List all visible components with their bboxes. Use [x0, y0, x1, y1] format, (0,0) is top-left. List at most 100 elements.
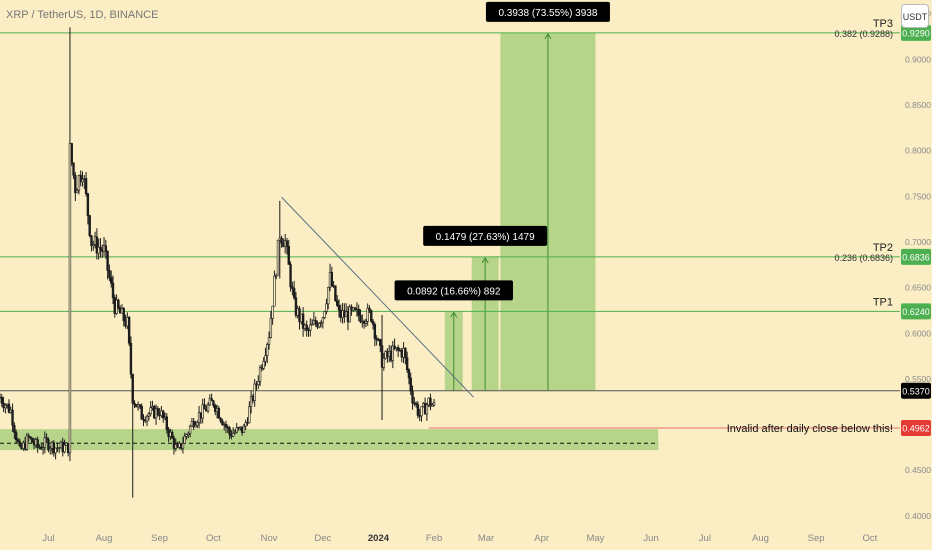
candle-body [131, 373, 134, 404]
x-tick-label: Dec [314, 533, 331, 544]
candle-body [127, 317, 131, 344]
candle-body [280, 237, 283, 244]
currency-button[interactable]: USDT [901, 4, 929, 28]
y-tick-label: 0.7000 [905, 237, 931, 247]
candle-body [287, 245, 290, 265]
candle-body [11, 409, 14, 426]
x-tick-label: Mar [478, 533, 494, 544]
candle-body [416, 404, 420, 416]
candle-body [208, 398, 212, 406]
candle-body [301, 313, 305, 329]
candle-body [185, 434, 188, 437]
price-tag-tp1-bg [901, 303, 931, 320]
candle-body [366, 307, 369, 322]
candle-body [330, 272, 334, 287]
level-name-tp1: TP1 [873, 296, 893, 308]
candle-body [318, 323, 321, 328]
candle-body [149, 407, 152, 415]
candle-body [334, 285, 337, 301]
candle-body [203, 404, 206, 410]
candle-body [357, 308, 360, 316]
x-tick-label: Jun [643, 533, 658, 544]
candle-body [110, 277, 113, 284]
candle-body [257, 381, 260, 386]
candle-body [368, 307, 371, 311]
target-arrowhead-1 [450, 311, 458, 318]
candle-body [210, 398, 213, 402]
candle-body [43, 437, 47, 448]
x-tick-label: Nov [261, 533, 278, 544]
price-tag-tp3-bg [901, 24, 931, 41]
descending-trendline [281, 196, 474, 398]
candle-body [264, 355, 267, 362]
candle-body [235, 427, 238, 433]
candle-body [192, 421, 195, 428]
candle-body [382, 357, 386, 368]
x-tick-label: May [586, 533, 604, 544]
candle-body [129, 342, 133, 375]
candle-body [420, 406, 423, 417]
candle-body [253, 383, 256, 401]
candle-body [108, 270, 111, 278]
candle-body [7, 403, 11, 413]
candle-body [309, 324, 312, 331]
candle-body [97, 246, 100, 254]
candle-body [25, 435, 29, 450]
candle-body [84, 178, 88, 194]
candle-body [414, 402, 418, 405]
level-name-tp3: TP3 [873, 18, 893, 30]
candle-body [201, 404, 204, 419]
x-tick-label: Jul [42, 533, 54, 544]
candle-body [244, 422, 247, 427]
candle-body [411, 390, 414, 404]
candle-body [275, 274, 278, 277]
candle-body [335, 300, 339, 306]
candle-body [79, 175, 82, 183]
candle-body [172, 437, 176, 449]
candle-body [231, 432, 235, 437]
candle-body [285, 240, 289, 247]
price-tag-tp2-bg [901, 248, 931, 265]
x-tick-label: Oct [206, 533, 221, 544]
candle-body [63, 445, 66, 453]
candle-body [242, 425, 246, 433]
candle-body [289, 264, 292, 288]
candle-body [70, 143, 73, 164]
candle-body [206, 404, 210, 412]
candle-body [68, 143, 72, 454]
candle-body [27, 435, 30, 438]
candle-body [95, 236, 99, 254]
candle-body [325, 303, 328, 312]
candle-body [29, 436, 32, 439]
candle-body [92, 244, 95, 247]
price-tag-current: 0.5370 [902, 386, 930, 396]
candle-body [49, 448, 52, 451]
candle-body [409, 377, 412, 392]
candle-body [248, 406, 251, 424]
candle-body [156, 408, 160, 415]
candle-body [258, 367, 262, 382]
candle-body [4, 404, 7, 409]
candle-body [217, 408, 221, 419]
x-tick-label: Feb [426, 533, 442, 544]
candle-body [52, 442, 56, 454]
candle-body [359, 315, 362, 323]
target-label-box-2 [423, 225, 548, 246]
candle-body [310, 323, 314, 326]
candle-body [54, 447, 57, 454]
x-tick-label: 2024 [368, 533, 390, 544]
candle-body [266, 344, 269, 356]
y-tick-label: 0.6000 [905, 328, 931, 338]
price-tag-invalidation: 0.4962 [902, 424, 930, 434]
candle-body [196, 422, 199, 426]
y-tick-label: 0.8000 [905, 146, 931, 156]
candle-body [391, 345, 394, 361]
candle-body [323, 311, 326, 319]
level-fib-label-tp2: 0.236 (0.6836) [834, 253, 893, 263]
candle-body [407, 369, 411, 379]
x-tick-label: Jul [699, 533, 711, 544]
level-name-tp2: TP2 [873, 242, 893, 254]
y-tick-label: 0.7500 [905, 191, 931, 201]
y-tick-label: 0.5500 [905, 374, 931, 384]
